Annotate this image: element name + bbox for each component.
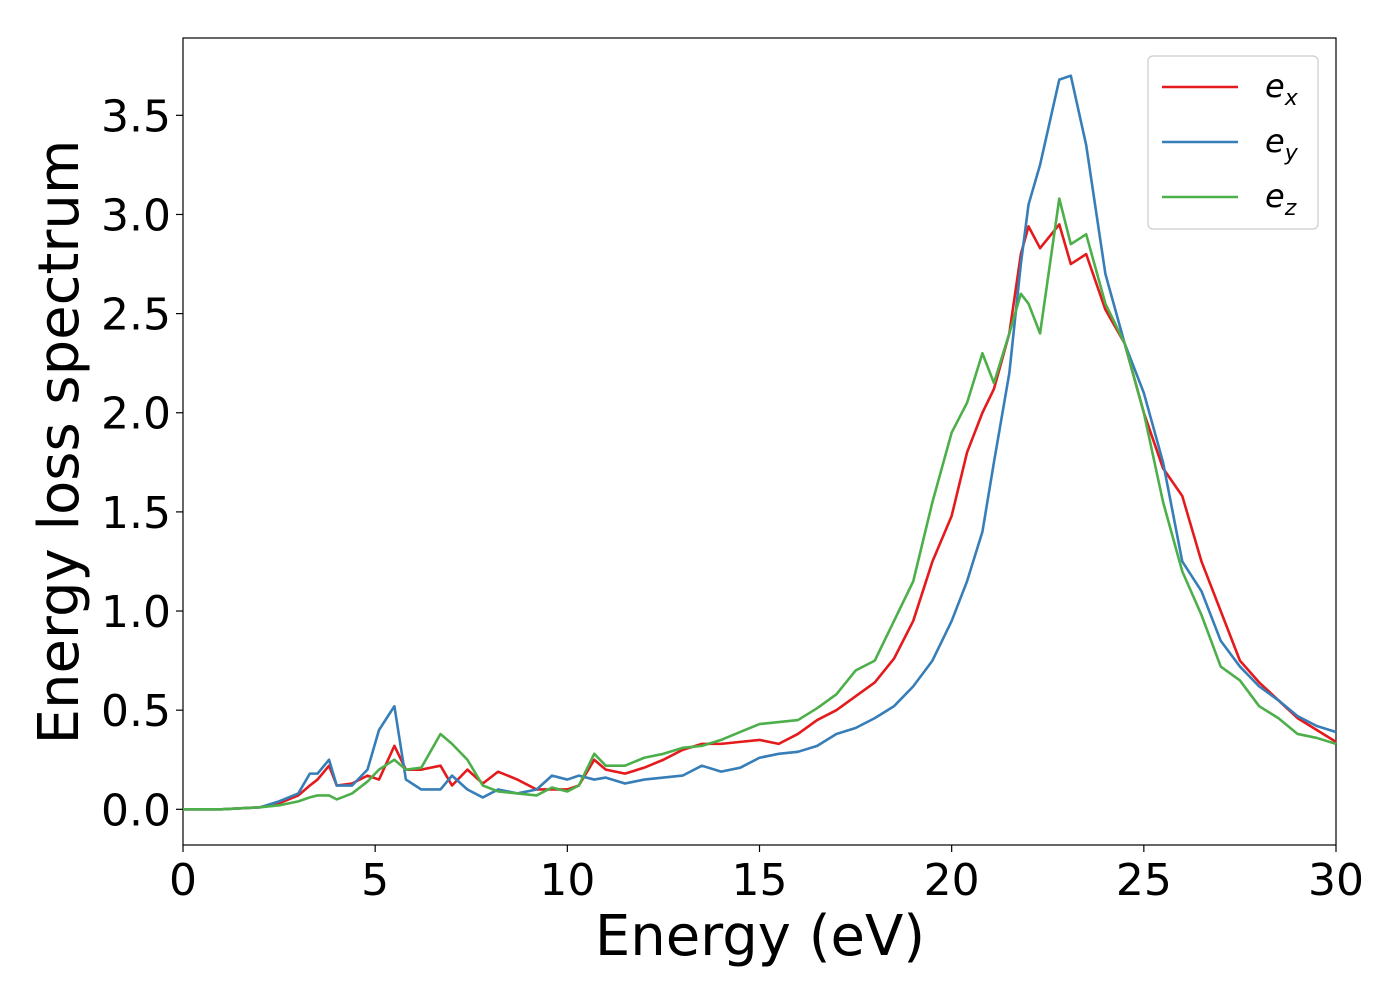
x-tick-label: 10: [539, 855, 595, 906]
y-tick-label: 2.5: [101, 290, 171, 341]
y-tick-label: 1.0: [101, 587, 171, 638]
y-tick-label: 0.5: [101, 686, 171, 737]
x-axis-label: Energy (eV): [595, 904, 925, 969]
legend-label: ex: [1265, 67, 1299, 111]
legend-label: ez: [1265, 177, 1297, 221]
series-line: [183, 223, 1337, 811]
legend-label: ey: [1265, 122, 1299, 166]
y-axis-label: Energy loss spectrum: [27, 140, 92, 745]
x-tick-label: 5: [361, 855, 389, 906]
y-tick-label: 3.0: [101, 190, 171, 241]
series-line: [183, 74, 1337, 811]
y-tick-label: 3.5: [101, 91, 171, 142]
y-tick-label: 2.0: [101, 389, 171, 440]
x-tick-label: 30: [1308, 855, 1364, 906]
x-tick-label: 0: [169, 855, 197, 906]
y-tick-label: 1.5: [101, 488, 171, 539]
series-line: [183, 197, 1337, 811]
x-tick-label: 15: [732, 855, 788, 906]
x-tick-label: 20: [924, 855, 980, 906]
x-tick-label: 25: [1116, 855, 1172, 906]
y-tick-label: 0.0: [101, 785, 171, 836]
